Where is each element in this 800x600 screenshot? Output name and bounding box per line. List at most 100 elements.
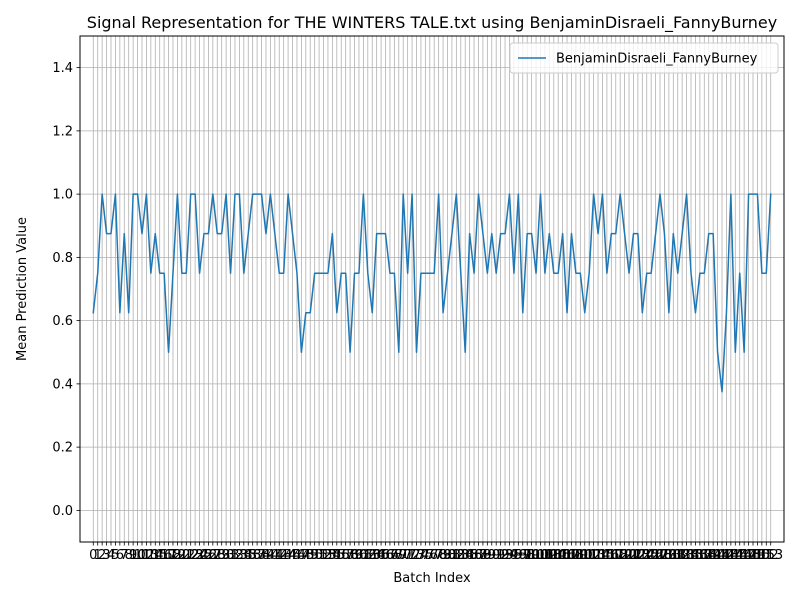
series-line bbox=[92, 193, 772, 393]
x-tick-label: 78 bbox=[430, 548, 447, 563]
x-tick-label: 101 bbox=[528, 548, 553, 563]
x-tick-label: 132 bbox=[665, 548, 690, 563]
x-tick-label: 56 bbox=[333, 548, 350, 563]
x-tick-label: 53 bbox=[320, 548, 337, 563]
x-tick-label: 123 bbox=[625, 548, 650, 563]
x-tick-label: 86 bbox=[466, 548, 483, 563]
x-tick-label: 25 bbox=[196, 548, 213, 563]
x-tick-label: 24 bbox=[191, 548, 208, 563]
x-tick-label: 44 bbox=[280, 548, 297, 563]
y-axis-label: Mean Prediction Value bbox=[15, 217, 30, 361]
x-tick-label: 142 bbox=[710, 548, 735, 563]
x-tick-label: 96 bbox=[510, 548, 527, 563]
x-tick-label: 85 bbox=[461, 548, 478, 563]
x-tick-label: 144 bbox=[718, 548, 743, 563]
y-tick-label: 0.0 bbox=[52, 504, 73, 519]
x-tick-label: 106 bbox=[550, 548, 575, 563]
axis-ticks: 0123456789101112131415161718192021222324… bbox=[52, 61, 783, 563]
x-tick-label: 42 bbox=[271, 548, 288, 563]
x-tick-label: 122 bbox=[621, 548, 646, 563]
x-tick-label: 102 bbox=[532, 548, 557, 563]
x-tick-label: 129 bbox=[652, 548, 677, 563]
x-tick-label: 41 bbox=[267, 548, 284, 563]
x-tick-label: 59 bbox=[346, 548, 363, 563]
x-tick-label: 115 bbox=[590, 548, 615, 563]
x-tick-label: 61 bbox=[355, 548, 372, 563]
x-tick-label: 99 bbox=[523, 548, 540, 563]
y-tick-label: 1.2 bbox=[52, 124, 73, 139]
x-tick-label: 83 bbox=[453, 548, 470, 563]
x-tick-label: 88 bbox=[475, 548, 492, 563]
x-tick-label: 15 bbox=[151, 548, 168, 563]
x-tick-label: 77 bbox=[426, 548, 443, 563]
x-tick-label: 75 bbox=[417, 548, 434, 563]
x-tick-label: 112 bbox=[577, 548, 602, 563]
x-tick-label: 135 bbox=[679, 548, 704, 563]
x-tick-label: 153 bbox=[758, 548, 783, 563]
x-tick-label: 26 bbox=[200, 548, 217, 563]
x-tick-label: 107 bbox=[555, 548, 580, 563]
x-tick-label: 97 bbox=[514, 548, 531, 563]
x-tick-label: 10 bbox=[129, 548, 146, 563]
x-tick-label: 13 bbox=[143, 548, 160, 563]
x-tick-label: 81 bbox=[444, 548, 461, 563]
x-tick-label: 125 bbox=[634, 548, 659, 563]
x-tick-label: 39 bbox=[258, 548, 275, 563]
x-tick-label: 148 bbox=[736, 548, 761, 563]
x-tick-label: 136 bbox=[683, 548, 708, 563]
x-tick-label: 17 bbox=[160, 548, 177, 563]
x-tick-label: 54 bbox=[324, 548, 341, 563]
x-tick-label: 111 bbox=[572, 548, 597, 563]
x-tick-label: 127 bbox=[643, 548, 668, 563]
x-tick-label: 7 bbox=[120, 548, 128, 563]
x-tick-label: 150 bbox=[745, 548, 770, 563]
x-tick-label: 114 bbox=[586, 548, 611, 563]
legend-box bbox=[509, 42, 779, 74]
x-tick-label: 146 bbox=[727, 548, 752, 563]
x-tick-label: 124 bbox=[630, 548, 655, 563]
x-tick-label: 30 bbox=[218, 548, 235, 563]
x-tick-label: 60 bbox=[351, 548, 368, 563]
x-tick-label: 58 bbox=[342, 548, 359, 563]
x-tick-label: 5 bbox=[111, 548, 119, 563]
x-tick-label: 119 bbox=[608, 548, 633, 563]
series-layer bbox=[92, 193, 772, 393]
x-tick-label: 105 bbox=[546, 548, 571, 563]
x-tick-label: 87 bbox=[470, 548, 487, 563]
x-tick-label: 145 bbox=[723, 548, 748, 563]
x-tick-label: 131 bbox=[661, 548, 686, 563]
y-tick-label: 0.2 bbox=[52, 441, 73, 456]
x-tick-label: 12 bbox=[138, 548, 155, 563]
x-tick-label: 27 bbox=[205, 548, 222, 563]
x-tick-label: 74 bbox=[413, 548, 430, 563]
x-tick-label: 133 bbox=[670, 548, 695, 563]
x-tick-label: 28 bbox=[209, 548, 226, 563]
y-tick-label: 0.6 bbox=[52, 314, 73, 329]
x-tick-label: 6 bbox=[116, 548, 124, 563]
x-tick-label: 79 bbox=[435, 548, 452, 563]
x-tick-label: 108 bbox=[559, 548, 584, 563]
x-tick-label: 3 bbox=[102, 548, 110, 563]
x-tick-label: 110 bbox=[568, 548, 593, 563]
x-tick-label: 68 bbox=[386, 548, 403, 563]
x-tick-label: 80 bbox=[439, 548, 456, 563]
x-tick-label: 149 bbox=[741, 548, 766, 563]
x-tick-label: 139 bbox=[696, 548, 721, 563]
x-tick-label: 84 bbox=[457, 548, 474, 563]
x-tick-label: 138 bbox=[692, 548, 717, 563]
x-tick-label: 43 bbox=[275, 548, 292, 563]
x-tick-label: 93 bbox=[497, 548, 514, 563]
x-tick-label: 116 bbox=[594, 548, 619, 563]
x-tick-label: 120 bbox=[612, 548, 637, 563]
x-tick-label: 14 bbox=[147, 548, 164, 563]
x-tick-label: 92 bbox=[492, 548, 509, 563]
x-tick-label: 69 bbox=[391, 548, 408, 563]
x-tick-label: 71 bbox=[399, 548, 416, 563]
x-tick-label: 55 bbox=[329, 548, 346, 563]
x-tick-label: 32 bbox=[227, 548, 244, 563]
x-tick-label: 113 bbox=[581, 548, 606, 563]
x-tick-label: 76 bbox=[422, 548, 439, 563]
x-tick-label: 35 bbox=[240, 548, 257, 563]
x-tick-label: 151 bbox=[749, 548, 774, 563]
y-tick-label: 0.4 bbox=[52, 377, 73, 392]
